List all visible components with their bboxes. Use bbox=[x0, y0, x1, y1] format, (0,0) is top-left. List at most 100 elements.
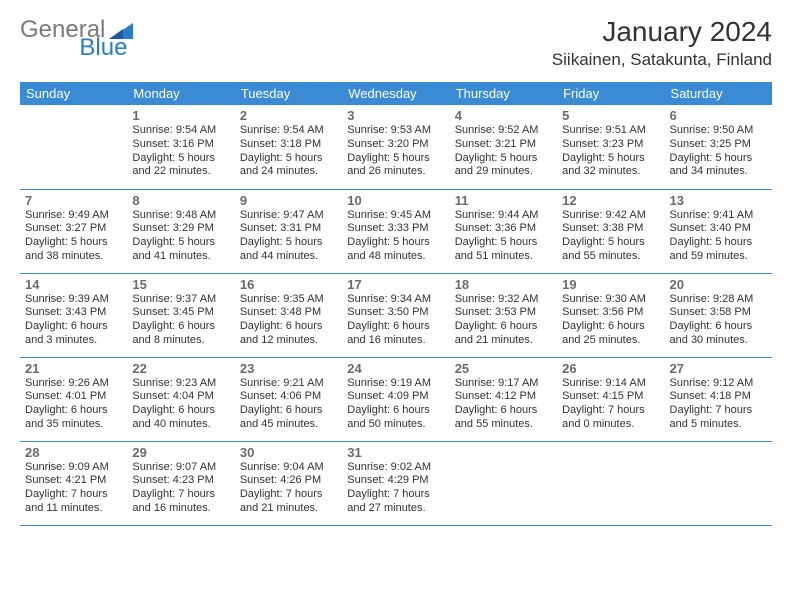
day-cell: 28Sunrise: 9:09 AMSunset: 4:21 PMDayligh… bbox=[20, 441, 127, 525]
day-cell: 31Sunrise: 9:02 AMSunset: 4:29 PMDayligh… bbox=[342, 441, 449, 525]
day-number: 26 bbox=[562, 361, 659, 376]
day-header-tuesday: Tuesday bbox=[235, 82, 342, 105]
day-number: 13 bbox=[670, 193, 767, 208]
day-info: Sunrise: 9:14 AMSunset: 4:15 PMDaylight:… bbox=[562, 377, 659, 432]
day-info: Sunrise: 9:49 AMSunset: 3:27 PMDaylight:… bbox=[25, 209, 122, 264]
day-info: Sunrise: 9:41 AMSunset: 3:40 PMDaylight:… bbox=[670, 209, 767, 264]
day-cell: 17Sunrise: 9:34 AMSunset: 3:50 PMDayligh… bbox=[342, 273, 449, 357]
day-number: 10 bbox=[347, 193, 444, 208]
day-cell: 7Sunrise: 9:49 AMSunset: 3:27 PMDaylight… bbox=[20, 189, 127, 273]
day-number: 30 bbox=[240, 445, 337, 460]
day-info: Sunrise: 9:53 AMSunset: 3:20 PMDaylight:… bbox=[347, 124, 444, 179]
day-info: Sunrise: 9:48 AMSunset: 3:29 PMDaylight:… bbox=[132, 209, 229, 264]
logo: General Blue bbox=[20, 16, 185, 44]
day-cell: 27Sunrise: 9:12 AMSunset: 4:18 PMDayligh… bbox=[665, 357, 772, 441]
title-block: January 2024 Siikainen, Satakunta, Finla… bbox=[552, 16, 772, 70]
day-number: 18 bbox=[455, 277, 552, 292]
location: Siikainen, Satakunta, Finland bbox=[552, 50, 772, 70]
day-number: 21 bbox=[25, 361, 122, 376]
day-info: Sunrise: 9:34 AMSunset: 3:50 PMDaylight:… bbox=[347, 293, 444, 348]
day-cell: 12Sunrise: 9:42 AMSunset: 3:38 PMDayligh… bbox=[557, 189, 664, 273]
day-cell: 30Sunrise: 9:04 AMSunset: 4:26 PMDayligh… bbox=[235, 441, 342, 525]
day-info: Sunrise: 9:54 AMSunset: 3:16 PMDaylight:… bbox=[132, 124, 229, 179]
day-number: 28 bbox=[25, 445, 122, 460]
day-cell: 15Sunrise: 9:37 AMSunset: 3:45 PMDayligh… bbox=[127, 273, 234, 357]
day-cell: 24Sunrise: 9:19 AMSunset: 4:09 PMDayligh… bbox=[342, 357, 449, 441]
day-number: 23 bbox=[240, 361, 337, 376]
day-header-friday: Friday bbox=[557, 82, 664, 105]
day-header-saturday: Saturday bbox=[665, 82, 772, 105]
day-info: Sunrise: 9:54 AMSunset: 3:18 PMDaylight:… bbox=[240, 124, 337, 179]
day-cell: 26Sunrise: 9:14 AMSunset: 4:15 PMDayligh… bbox=[557, 357, 664, 441]
day-cell: 29Sunrise: 9:07 AMSunset: 4:23 PMDayligh… bbox=[127, 441, 234, 525]
day-cell bbox=[450, 441, 557, 525]
day-info: Sunrise: 9:32 AMSunset: 3:53 PMDaylight:… bbox=[455, 293, 552, 348]
day-info: Sunrise: 9:02 AMSunset: 4:29 PMDaylight:… bbox=[347, 461, 444, 516]
day-info: Sunrise: 9:47 AMSunset: 3:31 PMDaylight:… bbox=[240, 209, 337, 264]
day-cell: 1Sunrise: 9:54 AMSunset: 3:16 PMDaylight… bbox=[127, 105, 234, 189]
day-cell: 8Sunrise: 9:48 AMSunset: 3:29 PMDaylight… bbox=[127, 189, 234, 273]
day-number: 9 bbox=[240, 193, 337, 208]
day-cell: 2Sunrise: 9:54 AMSunset: 3:18 PMDaylight… bbox=[235, 105, 342, 189]
day-number: 15 bbox=[132, 277, 229, 292]
week-row: 14Sunrise: 9:39 AMSunset: 3:43 PMDayligh… bbox=[20, 273, 772, 357]
day-cell bbox=[665, 441, 772, 525]
day-cell: 3Sunrise: 9:53 AMSunset: 3:20 PMDaylight… bbox=[342, 105, 449, 189]
day-cell: 25Sunrise: 9:17 AMSunset: 4:12 PMDayligh… bbox=[450, 357, 557, 441]
day-number: 4 bbox=[455, 108, 552, 123]
day-number: 11 bbox=[455, 193, 552, 208]
day-info: Sunrise: 9:52 AMSunset: 3:21 PMDaylight:… bbox=[455, 124, 552, 179]
day-number: 16 bbox=[240, 277, 337, 292]
day-info: Sunrise: 9:42 AMSunset: 3:38 PMDaylight:… bbox=[562, 209, 659, 264]
day-number: 25 bbox=[455, 361, 552, 376]
day-cell: 6Sunrise: 9:50 AMSunset: 3:25 PMDaylight… bbox=[665, 105, 772, 189]
day-cell: 19Sunrise: 9:30 AMSunset: 3:56 PMDayligh… bbox=[557, 273, 664, 357]
day-info: Sunrise: 9:12 AMSunset: 4:18 PMDaylight:… bbox=[670, 377, 767, 432]
day-number: 1 bbox=[132, 108, 229, 123]
day-cell: 10Sunrise: 9:45 AMSunset: 3:33 PMDayligh… bbox=[342, 189, 449, 273]
day-cell: 18Sunrise: 9:32 AMSunset: 3:53 PMDayligh… bbox=[450, 273, 557, 357]
day-info: Sunrise: 9:51 AMSunset: 3:23 PMDaylight:… bbox=[562, 124, 659, 179]
day-number: 6 bbox=[670, 108, 767, 123]
day-number: 29 bbox=[132, 445, 229, 460]
week-row: 7Sunrise: 9:49 AMSunset: 3:27 PMDaylight… bbox=[20, 189, 772, 273]
day-info: Sunrise: 9:30 AMSunset: 3:56 PMDaylight:… bbox=[562, 293, 659, 348]
day-info: Sunrise: 9:21 AMSunset: 4:06 PMDaylight:… bbox=[240, 377, 337, 432]
day-info: Sunrise: 9:23 AMSunset: 4:04 PMDaylight:… bbox=[132, 377, 229, 432]
day-number: 20 bbox=[670, 277, 767, 292]
day-info: Sunrise: 9:44 AMSunset: 3:36 PMDaylight:… bbox=[455, 209, 552, 264]
day-info: Sunrise: 9:35 AMSunset: 3:48 PMDaylight:… bbox=[240, 293, 337, 348]
day-info: Sunrise: 9:07 AMSunset: 4:23 PMDaylight:… bbox=[132, 461, 229, 516]
day-cell: 9Sunrise: 9:47 AMSunset: 3:31 PMDaylight… bbox=[235, 189, 342, 273]
day-header-row: Sunday Monday Tuesday Wednesday Thursday… bbox=[20, 82, 772, 105]
month-title: January 2024 bbox=[552, 16, 772, 48]
day-info: Sunrise: 9:45 AMSunset: 3:33 PMDaylight:… bbox=[347, 209, 444, 264]
day-cell: 16Sunrise: 9:35 AMSunset: 3:48 PMDayligh… bbox=[235, 273, 342, 357]
day-cell: 4Sunrise: 9:52 AMSunset: 3:21 PMDaylight… bbox=[450, 105, 557, 189]
day-info: Sunrise: 9:26 AMSunset: 4:01 PMDaylight:… bbox=[25, 377, 122, 432]
day-header-wednesday: Wednesday bbox=[342, 82, 449, 105]
day-number: 22 bbox=[132, 361, 229, 376]
day-cell bbox=[20, 105, 127, 189]
day-cell: 5Sunrise: 9:51 AMSunset: 3:23 PMDaylight… bbox=[557, 105, 664, 189]
day-number: 24 bbox=[347, 361, 444, 376]
calendar-body: 1Sunrise: 9:54 AMSunset: 3:16 PMDaylight… bbox=[20, 105, 772, 525]
header: General Blue January 2024 Siikainen, Sat… bbox=[20, 16, 772, 70]
day-cell: 20Sunrise: 9:28 AMSunset: 3:58 PMDayligh… bbox=[665, 273, 772, 357]
day-cell bbox=[557, 441, 664, 525]
day-cell: 21Sunrise: 9:26 AMSunset: 4:01 PMDayligh… bbox=[20, 357, 127, 441]
day-info: Sunrise: 9:28 AMSunset: 3:58 PMDaylight:… bbox=[670, 293, 767, 348]
day-info: Sunrise: 9:37 AMSunset: 3:45 PMDaylight:… bbox=[132, 293, 229, 348]
day-info: Sunrise: 9:09 AMSunset: 4:21 PMDaylight:… bbox=[25, 461, 122, 516]
day-number: 12 bbox=[562, 193, 659, 208]
week-row: 28Sunrise: 9:09 AMSunset: 4:21 PMDayligh… bbox=[20, 441, 772, 525]
week-row: 21Sunrise: 9:26 AMSunset: 4:01 PMDayligh… bbox=[20, 357, 772, 441]
day-info: Sunrise: 9:19 AMSunset: 4:09 PMDaylight:… bbox=[347, 377, 444, 432]
day-info: Sunrise: 9:50 AMSunset: 3:25 PMDaylight:… bbox=[670, 124, 767, 179]
calendar-table: Sunday Monday Tuesday Wednesday Thursday… bbox=[20, 82, 772, 526]
day-number: 19 bbox=[562, 277, 659, 292]
day-cell: 13Sunrise: 9:41 AMSunset: 3:40 PMDayligh… bbox=[665, 189, 772, 273]
day-info: Sunrise: 9:04 AMSunset: 4:26 PMDaylight:… bbox=[240, 461, 337, 516]
day-header-sunday: Sunday bbox=[20, 82, 127, 105]
day-cell: 14Sunrise: 9:39 AMSunset: 3:43 PMDayligh… bbox=[20, 273, 127, 357]
